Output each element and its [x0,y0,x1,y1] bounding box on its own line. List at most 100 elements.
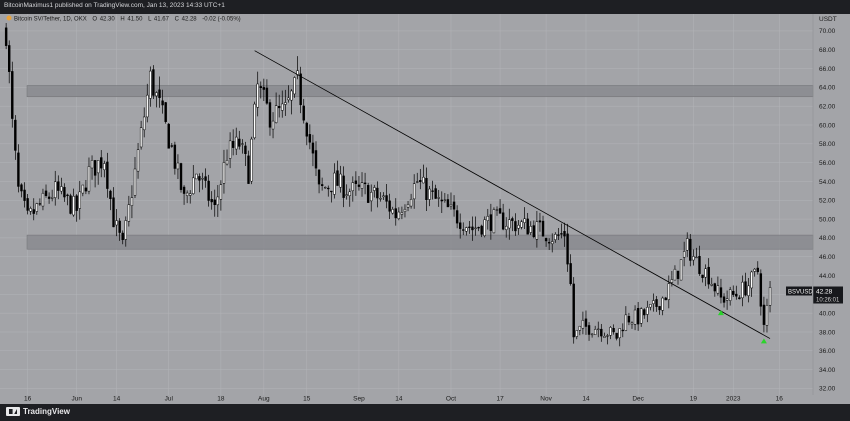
candle-body [676,270,680,279]
tradingview-logo[interactable]: TradingView [6,407,70,416]
candle-body [357,184,361,187]
plot-background [0,14,813,395]
candle-body [409,199,413,207]
candle-body [363,182,367,185]
candle-body [146,94,149,118]
candle-body [762,304,766,325]
candle-body [100,157,103,169]
candle-body [173,144,177,169]
candle-body [133,168,137,196]
candle-body [434,188,437,199]
candle-body [658,306,661,311]
candle-body [722,296,726,303]
candle-body [219,184,223,200]
candle-body [17,152,20,187]
candle-body [268,102,272,128]
y-tick-label: 36.00 [819,348,836,355]
candle-body [327,187,330,190]
candle-body [756,267,759,273]
candle-body [41,192,45,207]
candle-body [716,285,720,294]
legend-high: 41.50 [127,17,143,23]
candle-body [93,160,97,176]
green-arrow-marker-icon [760,338,767,344]
candle-body [47,196,51,199]
candle-body [768,287,772,306]
candle-body [225,160,229,165]
x-tick-label: 14 [395,396,403,403]
candle-body [495,209,499,211]
candle-body [311,142,315,154]
candle-body [256,83,259,108]
candle-body [185,192,189,196]
candle-body [416,181,419,183]
x-axis-ticks: 16 Jun 14 Jul 18 Aug 15 Sep 14 Oct 17 Nov 14 Dec 19 202… [24,396,783,403]
trendline-layer [254,50,771,339]
x-tick-label: 15 [303,396,311,403]
y-tick-label: 50.00 [819,216,836,223]
candle-body [259,86,262,88]
candle-body [142,116,146,131]
candle-body [109,190,112,199]
candle-body [370,192,373,202]
candle-body [207,180,210,201]
candle-body [317,169,321,185]
candle-body [290,90,293,101]
candle-body [452,201,456,210]
candle-body [376,187,379,199]
candle-body [569,263,572,284]
candle-body [649,304,652,308]
y-tick-label: 62.00 [819,103,836,110]
candle-body [544,238,548,242]
candle-body [735,293,738,297]
candle-body [744,281,747,296]
candle-body [695,256,698,259]
candle-body [673,268,677,281]
candle-body [406,204,410,208]
candle-body [600,328,603,337]
candle-body [244,145,247,154]
candle-body [551,241,554,245]
x-tick-label: Jul [165,396,174,403]
candle-body [176,162,180,170]
candle-body [235,136,238,150]
y-tick-label: 66.00 [819,66,836,73]
candle-body [69,195,72,214]
legend-close-label: C [175,17,180,23]
candle-body [271,120,275,130]
last-price-label: BSVUSDT 42.28 10:26:01 [786,286,843,304]
candle-body [345,194,348,196]
candle-body [633,309,637,325]
y-tick-label: 34.00 [819,367,836,374]
candle-body [609,327,612,336]
publish-header: BitcoinMaximus1 published on TradingView… [0,0,850,14]
candle-body [265,87,269,104]
candle-body [652,300,655,304]
legend-open: 42.30 [100,17,116,23]
candle-body [560,233,563,235]
candle-body [32,209,35,214]
legend-low: 41.67 [154,17,170,23]
candle-body [514,221,517,232]
candle-body [606,335,609,337]
candle-body [437,197,440,199]
candle-body [262,87,266,90]
candle-body [216,196,220,206]
candle-body [639,308,643,324]
y-tick-label: 70.00 [819,28,836,35]
candle-body [81,184,85,194]
candle-body [161,100,164,106]
candle-body [563,231,566,237]
candle-body [302,105,305,121]
candle-body [529,226,532,233]
candle-body [130,197,134,206]
candle-body [747,285,750,296]
x-tick-label: 17 [496,396,504,403]
candle-body [538,220,542,223]
candle-body [624,314,628,331]
candle-body [474,227,477,229]
candle-body [149,70,152,99]
candle-body [195,173,198,180]
candle-body [78,191,81,209]
